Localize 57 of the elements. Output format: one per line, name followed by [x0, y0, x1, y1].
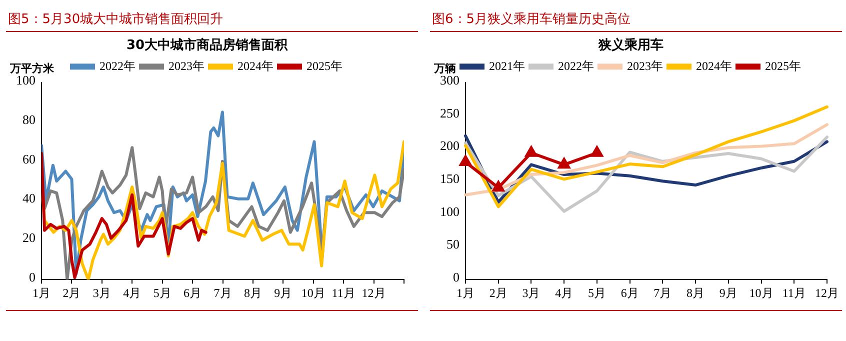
y-tick-label: 80	[22, 112, 36, 127]
y-tick-label: 100	[440, 204, 460, 219]
legend-label: 2022年	[558, 58, 594, 73]
x-tick-label: 9月	[719, 286, 738, 300]
x-tick-label: 1月	[456, 286, 474, 300]
y-tick-label: 150	[440, 171, 460, 186]
chart-title: 图5：5月30城大中城市销售面积回升	[6, 6, 418, 32]
point	[460, 156, 472, 166]
y-tick-label: 200	[440, 138, 460, 154]
legend-label: 2021年	[489, 58, 525, 73]
point	[591, 146, 603, 157]
y-axis-title: 万辆	[433, 62, 456, 75]
x-tick-label: 3月	[92, 286, 111, 300]
point	[492, 181, 504, 192]
y-tick-label: 0	[453, 270, 460, 285]
y-tick-label: 0	[29, 270, 36, 285]
y-tick-label: 250	[440, 105, 460, 120]
chart-subtitle: 30大中城市商品房销售面积	[126, 37, 289, 54]
legend-label: 2025年	[765, 58, 801, 73]
x-tick-label: 7月	[654, 286, 672, 300]
y-tick-label: 20	[22, 230, 36, 246]
x-tick-label: 8月	[244, 286, 262, 300]
y-tick-label: 50	[446, 236, 460, 252]
x-tick-label: 6月	[620, 286, 639, 300]
point	[558, 158, 570, 169]
chart-title: 图6：5月狭义乘用车销量历史高位	[430, 6, 842, 32]
legend-label: 2023年	[168, 58, 204, 73]
x-tick-label: 2月	[62, 286, 81, 300]
x-tick-label: 11月	[332, 286, 356, 300]
y-axis-title: 万平方米	[9, 62, 55, 75]
y-tick-label: 60	[22, 151, 36, 166]
x-tick-label: 10月	[749, 286, 774, 300]
x-tick-label: 4月	[555, 286, 574, 300]
legend-label: 2023年	[627, 58, 663, 73]
point	[525, 146, 538, 157]
y-tick-label: 40	[22, 190, 36, 206]
x-tick-label: 3月	[522, 286, 540, 300]
legend-label: 2024年	[696, 58, 732, 73]
x-tick-label: 1月	[32, 286, 50, 300]
y-tick-label: 300	[440, 72, 460, 88]
x-tick-label: 5月	[153, 286, 172, 300]
x-tick-label: 12月	[362, 286, 386, 300]
x-tick-label: 7月	[214, 286, 232, 300]
y-tick-label: 100	[16, 72, 36, 88]
x-tick-label: 6月	[184, 286, 202, 300]
x-tick-label: 8月	[686, 286, 705, 300]
x-tick-label: 11月	[782, 286, 806, 300]
x-tick-label: 2月	[489, 286, 508, 300]
x-tick-label: 9月	[274, 286, 292, 300]
legend-label: 2022年	[100, 58, 136, 73]
x-tick-label: 12月	[815, 286, 839, 300]
legend-label: 2025年	[306, 58, 342, 73]
x-tick-label: 4月	[123, 286, 142, 300]
legend-label: 2024年	[238, 58, 274, 73]
x-tick-label: 5月	[588, 286, 606, 300]
chart-subtitle: 狭义乘用车	[598, 37, 664, 54]
x-tick-label: 10月	[301, 286, 326, 300]
